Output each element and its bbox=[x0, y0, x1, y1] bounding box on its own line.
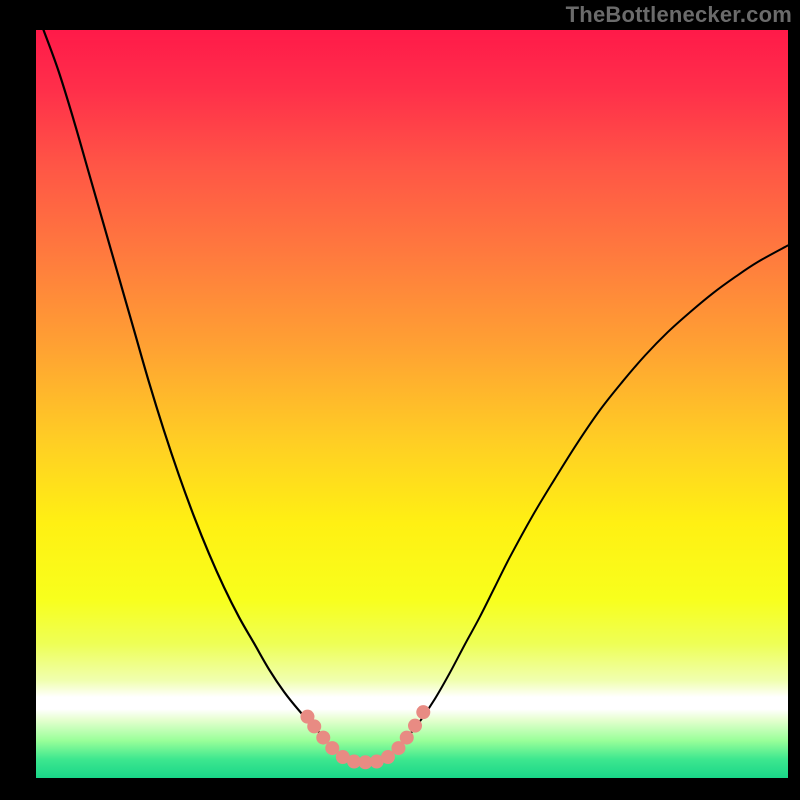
curve-left-branch bbox=[44, 30, 326, 739]
curve-layer bbox=[36, 30, 788, 778]
marker-dot bbox=[408, 719, 422, 733]
plot-area bbox=[36, 30, 788, 778]
marker-dot bbox=[307, 719, 321, 733]
watermark-text: TheBottlenecker.com bbox=[566, 2, 792, 28]
marker-dot bbox=[416, 705, 430, 719]
marker-dot bbox=[400, 731, 414, 745]
chart-frame: TheBottlenecker.com bbox=[0, 0, 800, 800]
valley-floor-markers bbox=[300, 705, 430, 769]
curve-right-branch bbox=[406, 245, 788, 739]
